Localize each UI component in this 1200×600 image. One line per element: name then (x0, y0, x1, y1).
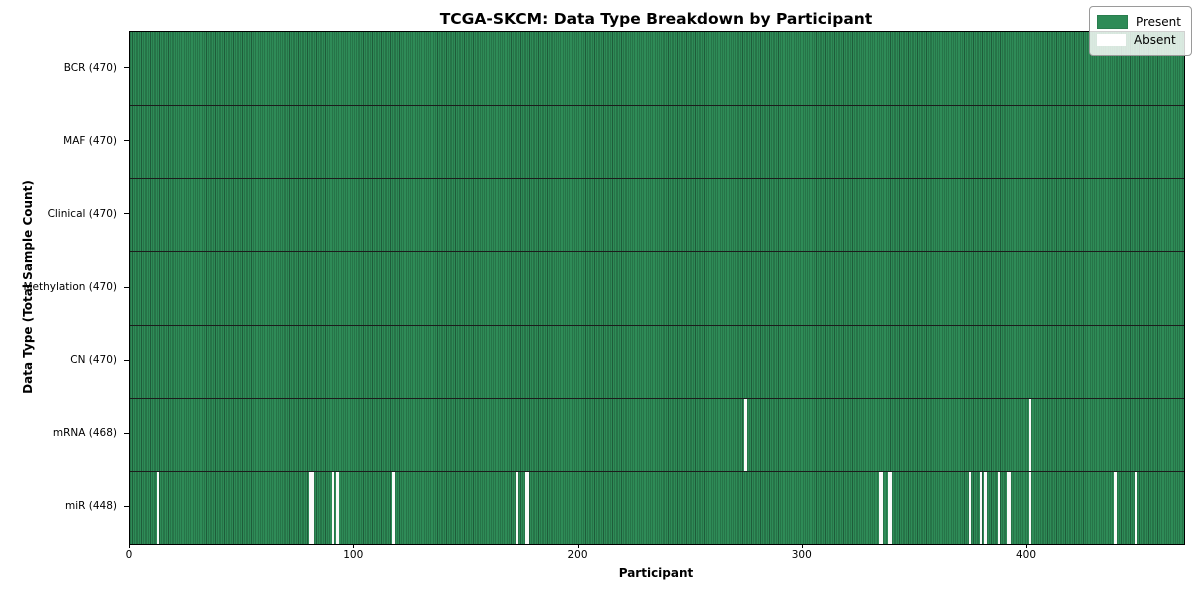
absent-mark (1009, 471, 1012, 544)
y-tick-label-CN: CN (470) (70, 354, 117, 367)
y-tick-label-BCR: BCR (470) (63, 61, 117, 74)
x-tick-label: 100 (343, 549, 364, 561)
absent-mark (997, 471, 1001, 544)
absent-mark (1029, 471, 1032, 544)
absent-mark (526, 471, 530, 544)
absent-mark (744, 398, 747, 471)
x-axis-title: Participant (618, 566, 694, 580)
y-tick-mark (124, 505, 129, 507)
absent-mark (331, 471, 335, 544)
x-tick-label: 0 (125, 549, 133, 561)
y-tick-mark (124, 432, 129, 434)
absent-mark (515, 471, 518, 544)
heatmap-row-Methylation (130, 251, 1184, 325)
legend-swatch-present (1096, 15, 1128, 29)
x-tick-label: 400 (1015, 549, 1037, 561)
legend: Present Absent (1088, 6, 1192, 56)
x-tick-mark (577, 544, 579, 548)
y-tick-label-Methylation: Methylation (470) (23, 281, 117, 293)
y-tick-mark (124, 286, 129, 288)
absent-mark (311, 471, 314, 544)
y-tick-mark (124, 213, 129, 215)
x-tick-mark (353, 544, 355, 548)
absent-mark (979, 471, 983, 544)
heatmap-row-miR (130, 470, 1184, 544)
chart-title: TCGA-SKCM: Data Type Breakdown by Partic… (439, 10, 873, 28)
absent-mark (336, 471, 339, 544)
absent-mark (1006, 471, 1010, 544)
y-tick-label-mRNA: mRNA (468) (52, 427, 117, 440)
legend-label: Present (1135, 15, 1181, 29)
legend-swatch-absent (1096, 34, 1126, 46)
y-tick-mark (124, 359, 129, 361)
heatmap-row-MAF (130, 105, 1184, 179)
heatmap-row-BCR (130, 32, 1184, 106)
y-tick-mark (124, 67, 129, 69)
absent-mark (1029, 398, 1032, 471)
absent-mark (890, 471, 893, 544)
absent-mark (524, 471, 527, 544)
absent-mark (1134, 471, 1137, 544)
y-tick-label-miR: miR (448) (64, 500, 117, 513)
x-tick-mark (801, 544, 803, 548)
absent-mark (881, 471, 884, 544)
heatmap-row-Clinical (130, 178, 1184, 252)
absent-mark (984, 471, 987, 544)
absent-mark (879, 471, 882, 544)
absent-mark (392, 471, 395, 544)
heatmap-row-mRNA (130, 397, 1184, 471)
legend-item-present: Present (1096, 13, 1181, 31)
plot-area (129, 31, 1185, 545)
y-tick-label-MAF: MAF (470) (63, 134, 117, 147)
absent-mark (968, 471, 971, 544)
x-tick-label: 200 (567, 549, 588, 561)
x-tick-mark (1026, 544, 1028, 548)
absent-mark (887, 471, 891, 544)
y-tick-mark (124, 140, 129, 142)
x-tick-mark (129, 544, 130, 548)
absent-mark (156, 471, 160, 544)
absent-mark (309, 471, 312, 544)
heatmap-row-CN (130, 324, 1184, 398)
legend-label: Absent (1133, 33, 1176, 47)
y-tick-label-Clinical: Clinical (470) (47, 207, 117, 220)
legend-item-absent: Absent (1096, 31, 1181, 49)
x-tick-label: 300 (791, 549, 812, 561)
absent-mark (1114, 471, 1117, 544)
